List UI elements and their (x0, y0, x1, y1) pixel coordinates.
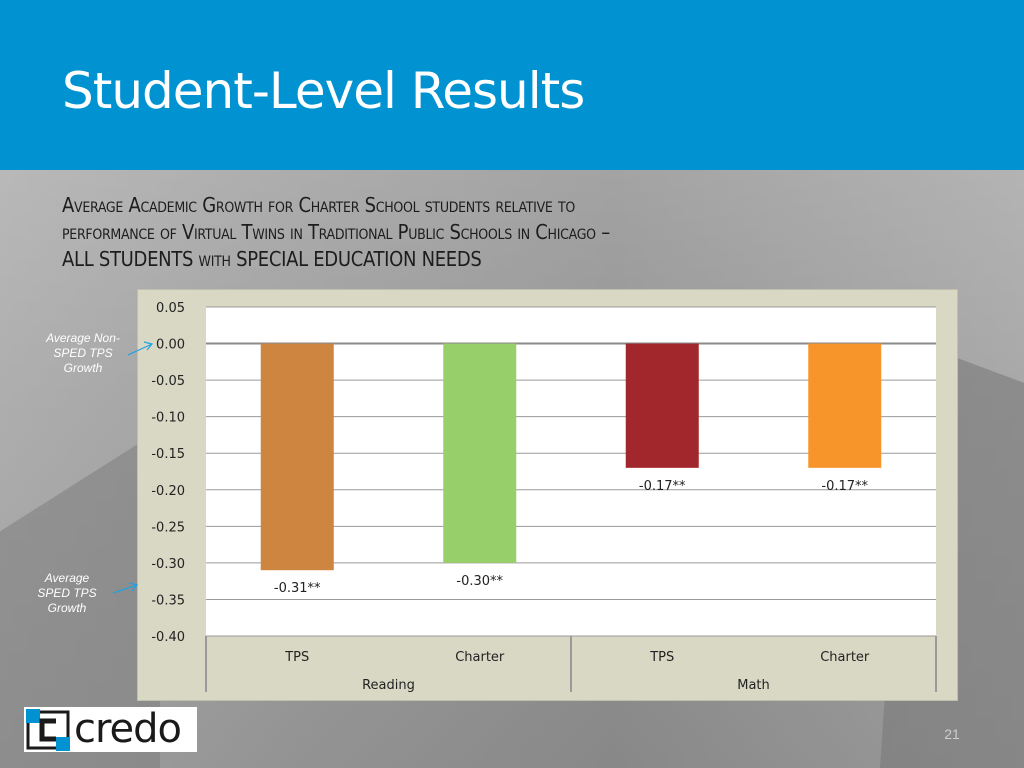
y-tick-label: -0.25 (151, 520, 185, 535)
y-tick-label: 0.00 (156, 338, 185, 353)
x-category-label: Charter (455, 650, 505, 665)
y-tick-label: -0.40 (151, 630, 185, 645)
credo-logo: credo (24, 707, 197, 752)
x-group-label: Reading (362, 678, 415, 693)
bar-chart: 0.05 0.00 -0.05 -0.10 -0.15 -0.20 -0.25 -0.30 -0… (151, 301, 937, 693)
subtitle-line-1: Average Academic Growth for Charter Scho… (62, 193, 575, 217)
header-band: Student-Level Results (0, 0, 1024, 170)
credo-logo-icon (26, 708, 70, 751)
y-tick-label: -0.35 (151, 593, 185, 608)
x-category-label: TPS (284, 650, 309, 665)
chart-panel: 0.05 0.00 -0.05 -0.10 -0.15 -0.20 -0.25 -0.30 -0… (137, 289, 958, 701)
y-tick-label: -0.15 (151, 447, 185, 462)
y-tick-label: 0.05 (156, 301, 185, 316)
x-category-label: TPS (649, 650, 674, 665)
bar (625, 343, 699, 468)
credo-logo-text: credo (74, 706, 182, 752)
annotation-non-sped-growth: Average Non-SPED TPS Growth (46, 331, 120, 375)
annotation-sped-growth: Average SPED TPS Growth (37, 571, 97, 615)
x-group-label: Math (737, 678, 770, 693)
data-label: -0.31** (274, 581, 321, 596)
bar (443, 343, 517, 563)
data-label: -0.17** (821, 479, 868, 494)
data-label: -0.30** (456, 574, 503, 589)
y-tick-label: -0.20 (151, 484, 185, 499)
x-category-label: Charter (820, 650, 870, 665)
slide-subtitle: Average Academic Growth for Charter Scho… (62, 192, 942, 273)
page-number: 21 (944, 726, 960, 742)
slide-title: Student-Level Results (62, 62, 585, 120)
y-tick-label: -0.10 (151, 411, 185, 426)
data-label: -0.17** (639, 479, 686, 494)
bar (260, 343, 334, 571)
subtitle-line-2: performance of Virtual Twins in Traditio… (62, 220, 610, 244)
subtitle-line-3: ALL STUDENTS with SPECIAL EDUCATION NEED… (62, 247, 482, 271)
bar (808, 343, 882, 468)
y-tick-label: -0.05 (151, 374, 185, 389)
y-tick-label: -0.30 (151, 557, 185, 572)
